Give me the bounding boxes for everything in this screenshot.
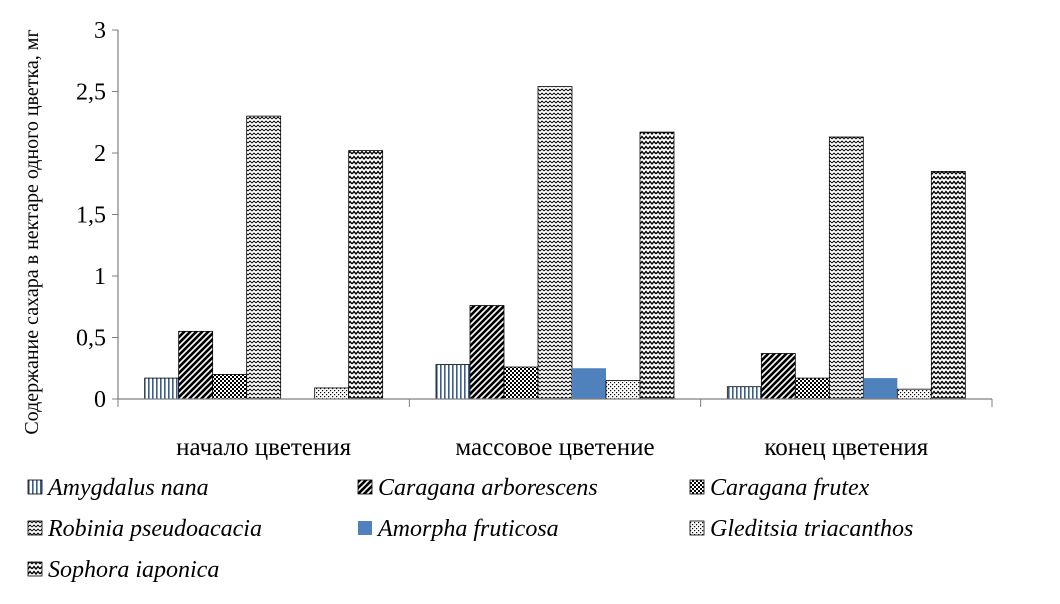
y-tick-label: 2,5 [76, 80, 106, 106]
axes [117, 30, 992, 400]
legend-swatch [358, 521, 372, 535]
bar [469, 305, 505, 400]
legend: Amygdalus nana Caragana arborescens Caraga… [27, 475, 913, 583]
legend-swatch [689, 479, 705, 495]
y-tick-label: 2 [94, 141, 106, 167]
legend-label: Robinia pseudoacacia [47, 516, 262, 542]
y-tick-label: 0 [94, 387, 106, 413]
legend-label: Amorpha fruticosa [376, 516, 559, 542]
bar [537, 86, 573, 400]
legend-swatch [27, 561, 43, 577]
bar [605, 380, 641, 400]
plot-area [144, 86, 966, 400]
y-tick-label: 1 [94, 264, 106, 290]
x-axis: начало цветения массовое цветение конец цв… [117, 399, 993, 461]
bar [760, 353, 796, 400]
bar [896, 388, 932, 400]
bar [178, 330, 214, 400]
bar [639, 131, 675, 400]
bar [212, 373, 248, 400]
legend-swatch [27, 520, 43, 536]
x-tick-label: начало цветения [176, 434, 352, 461]
bar [246, 115, 282, 400]
legend-swatch [689, 520, 705, 536]
bar [930, 171, 966, 400]
y-tick-label: 3 [94, 18, 106, 44]
legend-label: Sophora iaponica [48, 557, 219, 583]
y-tick-label: 0,5 [76, 326, 106, 352]
x-tick-label: массовое цветение [455, 434, 654, 461]
legend-label: Gleditsia triacanthos [710, 516, 913, 542]
y-axis-title: Содержание сахара в нектаре одного цветк… [21, 29, 43, 434]
bar [503, 366, 539, 400]
legend-swatch [27, 479, 43, 495]
legend-label: Caragana frutex [710, 475, 870, 501]
bar [435, 364, 471, 400]
bar [348, 150, 384, 400]
legend-label: Caragana arborescens [378, 475, 598, 501]
y-axis: 0 0,5 1 1,5 2 2,5 3 [76, 18, 118, 413]
bar [794, 377, 830, 400]
bar [828, 136, 864, 400]
bar [726, 386, 762, 400]
legend-swatch [357, 479, 373, 495]
bar [144, 377, 180, 400]
y-tick-label: 1,5 [76, 203, 106, 229]
bar [314, 387, 350, 400]
legend-label: Amygdalus nana [46, 475, 209, 501]
bar [863, 378, 898, 399]
x-tick-label: конец цветения [764, 434, 928, 461]
bar [572, 368, 606, 399]
